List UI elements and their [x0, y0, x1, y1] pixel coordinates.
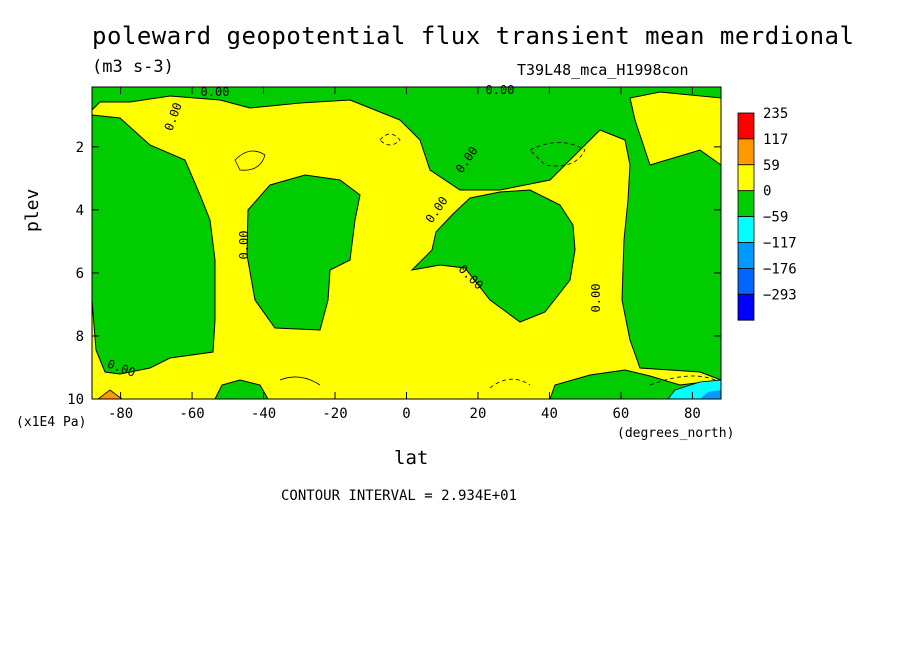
contour-label: 0.00 [201, 85, 230, 99]
contour-dashed-4 [649, 375, 716, 386]
colorbar-swatch [737, 216, 755, 243]
colorbar-label: −59 [763, 210, 788, 226]
x-tick-label: 0 [402, 406, 410, 422]
x-tick-label: -20 [322, 406, 347, 422]
negative-region-south [91, 114, 216, 375]
colorbar-label: −176 [763, 261, 797, 277]
colorbar-swatch [737, 242, 755, 269]
negative-region-upper [91, 86, 722, 381]
colorbar: 235 117 59 0 −59 −117 −176 −293 [737, 106, 797, 321]
y-tick-label: 8 [76, 329, 84, 345]
colorbar-swatch [737, 164, 755, 192]
contour-label: 0.00 [486, 83, 515, 97]
contour-label: 0.00 [589, 284, 603, 313]
colorbar-label: 0 [763, 184, 771, 200]
contour-dashed-1 [529, 142, 586, 167]
contour-solid-1 [234, 150, 266, 171]
contour-dashed-3 [489, 378, 531, 389]
colorbar-label: −117 [763, 236, 797, 252]
x-tick-label: -60 [179, 406, 204, 422]
y-axis-units: (x1E4 Pa) [16, 415, 87, 430]
x-tick-label: -40 [251, 406, 276, 422]
colorbar-label: 235 [763, 106, 788, 122]
negative-region-midlat [246, 174, 361, 331]
colorbar-label: −293 [763, 287, 797, 303]
chart-units: (m3 s-3) [92, 57, 174, 77]
negative-region-tropical [410, 189, 576, 323]
y-tick-label: 4 [76, 203, 84, 219]
chart-title: poleward geopotential flux transient mea… [92, 22, 855, 50]
x-tick-label: 60 [613, 406, 630, 422]
x-axis-label: lat [394, 447, 429, 469]
dataset-label: T39L48_mca_H1998con [517, 61, 689, 79]
colorbar-label: 117 [763, 132, 788, 148]
colorbar-swatch [737, 267, 755, 295]
y-tick-label: 2 [76, 140, 84, 156]
x-tick-label: 20 [470, 406, 487, 422]
y-tick-label: 6 [76, 266, 84, 282]
contour-label: 0.00 [237, 231, 251, 260]
contour-solid-2 [279, 376, 321, 386]
x-axis-units: (degrees_north) [617, 426, 735, 441]
colorbar-swatch [737, 112, 755, 140]
colorbar-swatch [737, 190, 755, 217]
colorbar-label: 59 [763, 158, 780, 174]
x-tick-label: 40 [541, 406, 558, 422]
x-tick-label: -80 [108, 406, 133, 422]
strong-negative-core [700, 390, 721, 399]
axes: -80 -60 -40 -20 0 20 40 60 80 2 4 6 8 10 [67, 87, 721, 422]
colorbar-swatch [737, 138, 755, 166]
y-tick-label: 10 [67, 392, 84, 408]
contour-dashed-2 [379, 133, 401, 146]
x-tick-label: 80 [684, 406, 701, 422]
contour-interval: CONTOUR INTERVAL = 2.934E+01 [281, 488, 518, 504]
colorbar-swatch [737, 293, 755, 321]
